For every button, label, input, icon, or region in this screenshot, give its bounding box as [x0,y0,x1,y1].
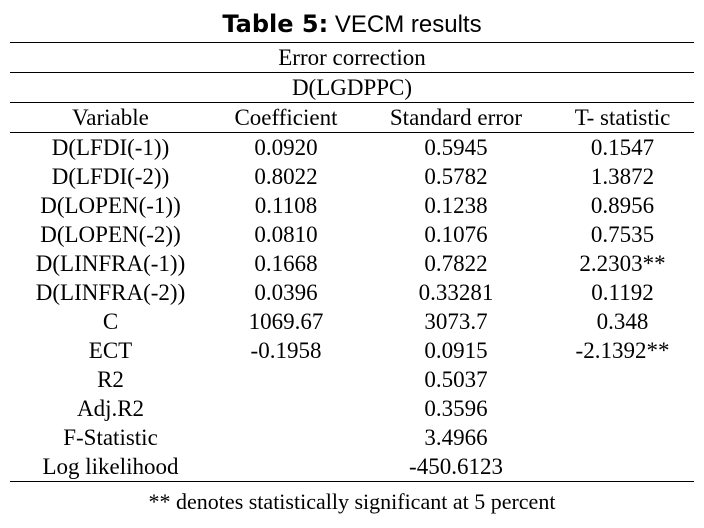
table-cell: 0.0915 [424,338,488,363]
column-header: Coefficient [211,102,361,133]
table-cell [211,365,361,394]
table-cell: 0.5037 [424,367,488,392]
table-cell [211,423,361,452]
table-cell: 0.5945 [424,135,488,160]
vecm-results-table: Error correction D(LGDPPC) Variable Coef… [10,42,695,482]
table-cell: 0.7822 [424,251,488,276]
table-cell: 0.0396 [254,280,318,305]
table-cell: 0.33281 [418,280,494,305]
table-cell: 1.3872 [590,164,655,189]
table-cell: 0.1192 [591,280,654,305]
table-cell: F-Statistic [63,425,158,450]
column-header: T- statistic [551,102,695,133]
table-cell: 0.8956 [590,193,655,218]
dependent-variable: D(LGDPPC) [10,72,695,103]
column-header: Standard error [361,102,551,133]
table-cell: Adj.R2 [76,396,145,421]
table-cell [551,365,694,394]
table-cell: 1069.67 [248,309,324,334]
table-cell: D(LOPEN(-1)) [40,193,181,218]
column-header-row: Variable Coefficient Standard error T- s… [10,102,695,133]
table-cell: C [102,309,119,334]
table-row: F-Statistic 3.4966 [10,423,694,452]
table-cell: 0.1668 [254,251,318,276]
table-cell [551,394,694,423]
table-row: Log likelihood -450.6123 [10,452,695,482]
table-row: D(LFDI(-2)) 0.8022 0.5782 1.3872 [10,162,694,191]
table-row: Adj.R2 0.3596 [10,394,694,423]
table-cell: D(LINFRA(-2)) [35,280,186,305]
table-cell: 0.0920 [254,135,318,160]
table-cell: 0.1076 [424,222,488,247]
table-cell: 2.2303** [579,251,666,276]
table-cell [551,423,694,452]
table-row: ECT -0.1958 0.0915 -2.1392** [10,336,694,365]
table-cell: 0.5782 [424,164,488,189]
table-cell: D(LFDI(-1)) [51,135,170,160]
table-cell: -0.1958 [250,338,322,363]
table-cell: D(LOPEN(-2)) [40,222,181,247]
table-cell: 0.1238 [424,193,488,218]
table-cell: 0.1547 [590,135,655,160]
table-cell [211,452,361,482]
table-cell: R2 [97,367,124,392]
table-row: D(LFDI(-1)) 0.0920 0.5945 0.1547 [10,133,694,163]
table-row: D(LOPEN(-2)) 0.0810 0.1076 0.7535 [10,220,694,249]
column-header: Variable [10,102,211,133]
table-cell: 0.7535 [590,222,655,247]
table-title: Table 5: VECM results [0,8,704,41]
table-cell: Log likelihood [10,452,211,482]
table-cell [551,452,695,482]
table-cell [211,394,361,423]
table-cell: 3073.7 [424,309,488,334]
table-cell: D(LINFRA(-1)) [35,251,186,276]
table-cell: ECT [88,338,133,363]
table-row: D(LOPEN(-1)) 0.1108 0.1238 0.8956 [10,191,694,220]
footnote: ** denotes statistically significant at … [148,489,556,514]
table-cell: 0.348 [596,309,649,334]
table-row: R2 0.5037 [10,365,694,394]
group-header: Error correction [10,42,695,73]
table-row: D(LINFRA(-2)) 0.0396 0.33281 0.1192 [10,278,694,307]
table-row: C 1069.67 3073.7 0.348 [10,307,694,336]
table-cell: 3.4966 [424,425,488,450]
table-cell: D(LFDI(-2)) [51,164,170,189]
table-cell: 0.8022 [254,164,318,189]
table-caption: VECM results [328,11,482,38]
table-cell: 0.3596 [424,396,488,421]
table-cell: 0.1108 [254,193,318,218]
table-row: D(LINFRA(-1)) 0.1668 0.7822 2.2303** [10,249,694,278]
table-cell: 0.0810 [254,222,318,247]
table-number: Table 5: [222,10,329,38]
table-cell: -2.1392** [575,338,670,363]
table-cell: -450.6123 [361,452,551,482]
